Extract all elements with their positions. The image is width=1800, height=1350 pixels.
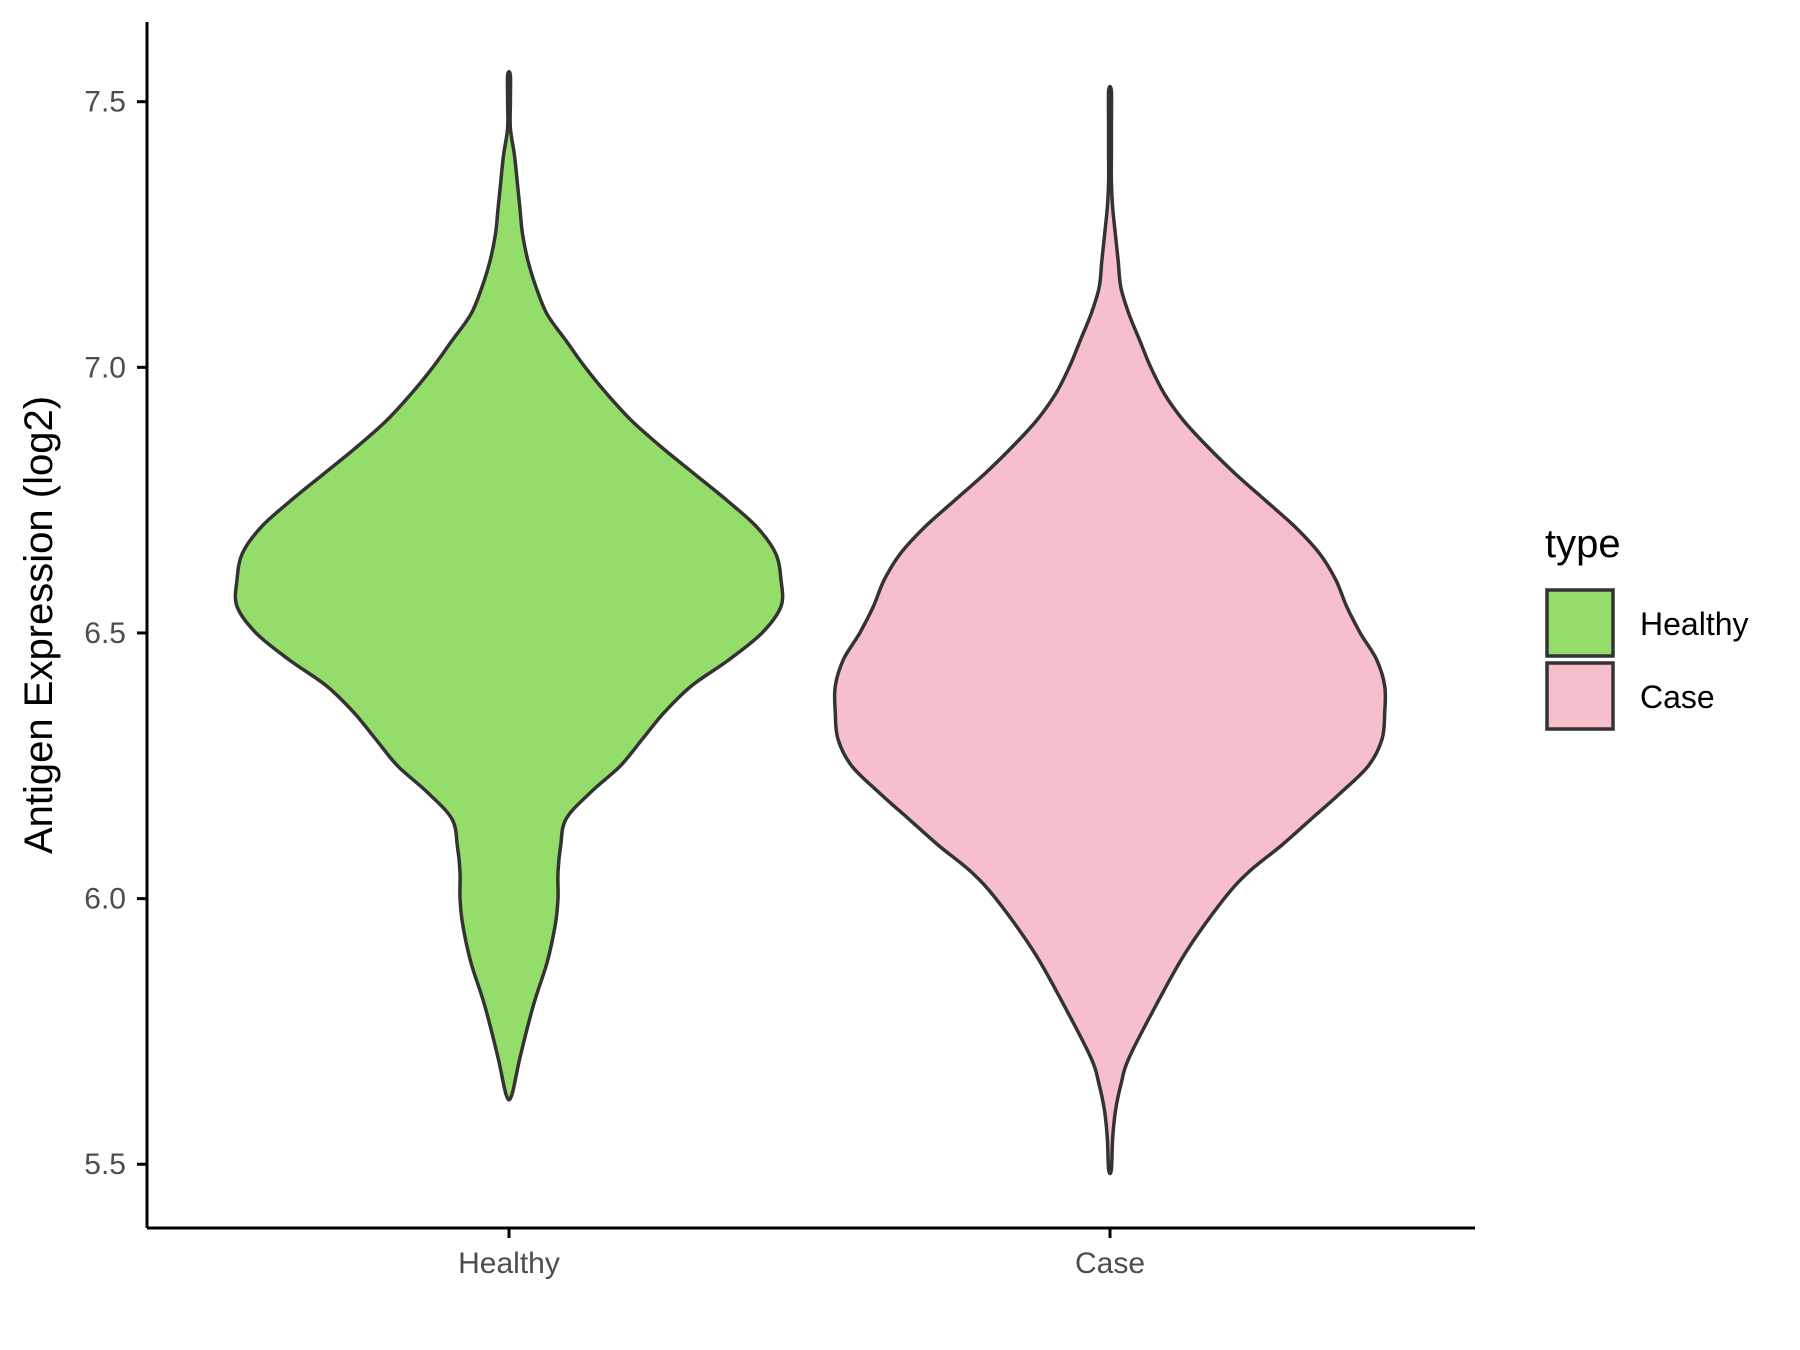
- y-ticks: 5.5 6.0 6.5 7.0 7.5: [84, 86, 147, 1181]
- legend: type Healthy Case: [1545, 522, 1749, 731]
- y-tick-label: 5.5: [84, 1148, 126, 1181]
- y-tick-label: 7.5: [84, 86, 126, 119]
- y-axis-title: Antigen Expression (log2): [17, 396, 61, 854]
- legend-title: type: [1545, 522, 1621, 566]
- violin-healthy: [233, 70, 785, 1102]
- y-tick-label: 6.0: [84, 883, 126, 916]
- y-tick-label: 7.0: [84, 351, 126, 384]
- x-ticks: Healthy Case: [458, 1228, 1145, 1280]
- legend-label-case: Case: [1640, 679, 1715, 715]
- y-tick-label: 6.5: [84, 617, 126, 650]
- x-tick-label: Healthy: [458, 1247, 560, 1280]
- legend-label-healthy: Healthy: [1640, 606, 1749, 642]
- violins-layer: [233, 70, 1388, 1176]
- legend-items: Healthy Case: [1545, 588, 1749, 731]
- legend-swatch-healthy: [1545, 588, 1615, 658]
- violin-case: [832, 84, 1388, 1176]
- legend-swatch-case: [1545, 661, 1615, 731]
- x-tick-label: Case: [1075, 1247, 1145, 1280]
